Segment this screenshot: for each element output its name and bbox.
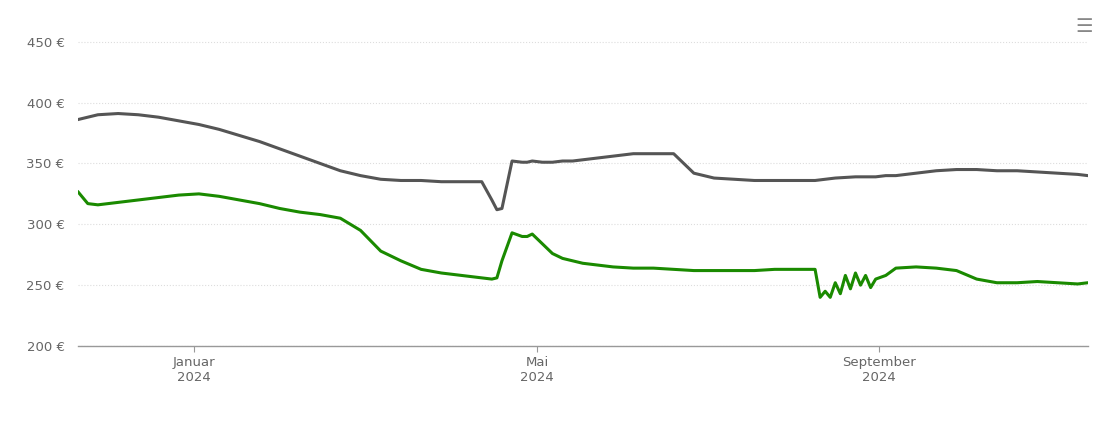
Text: ☰: ☰ <box>1076 17 1093 36</box>
